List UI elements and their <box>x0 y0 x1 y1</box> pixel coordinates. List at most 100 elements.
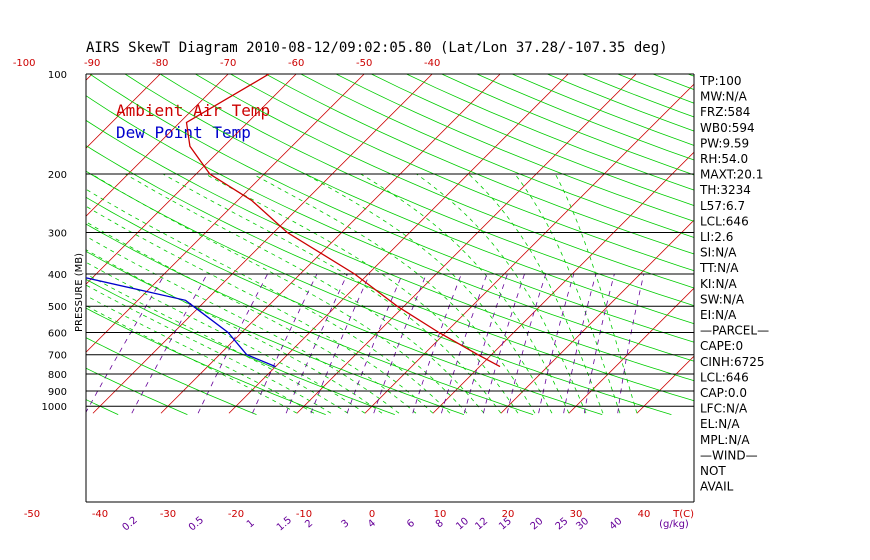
top-temp-tick-label: -80 <box>152 58 168 69</box>
dew-point-temp-line <box>86 277 276 368</box>
isotherm-line <box>86 74 229 217</box>
moist-adiabat-line <box>86 273 349 414</box>
dry-adiabat-line <box>335 74 694 222</box>
index-label: NOT <box>700 464 726 478</box>
isobar-layer <box>85 73 695 503</box>
isotherm-line <box>86 74 93 81</box>
index-label: TT:N/A <box>699 261 739 275</box>
pressure-tick-label: 100 <box>48 70 67 81</box>
pressure-tick-label: 900 <box>48 387 67 398</box>
isotherm-line <box>568 287 694 414</box>
top-temp-tick-label: -50 <box>356 58 372 69</box>
bottom-temp-tick-label: -50 <box>24 509 40 520</box>
mixing-ratio-tick-label: 0.5 <box>187 515 206 534</box>
isotherm-line <box>160 74 501 414</box>
mixing-ratio-line <box>506 273 547 414</box>
mixing-ratio-tick-label: 6 <box>405 518 417 531</box>
index-label: —WIND— <box>700 448 758 462</box>
moist-adiabat-line <box>86 235 400 414</box>
top-temp-tick-label: -60 <box>288 58 304 69</box>
pressure-tick-label: 700 <box>48 351 67 362</box>
pressure-tick-label: 200 <box>48 170 67 181</box>
pressure-tick-label: 500 <box>48 302 67 313</box>
legend: Ambient Air Temp Dew Point Temp <box>116 101 270 142</box>
top-temp-tick-label: -100 <box>13 58 36 69</box>
mixing-ratio-tick-label: 40 <box>608 516 625 533</box>
dry-adiabat-line <box>86 196 603 415</box>
isotherm-line <box>773 74 870 413</box>
dry-adiabat-line <box>265 74 694 255</box>
moist-adiabat-line <box>360 173 570 414</box>
index-label: EI:N/A <box>700 308 737 322</box>
dry-adiabat-line <box>86 399 119 415</box>
mixing-ratio-line <box>584 273 615 414</box>
moist-adiabat-line <box>86 249 383 414</box>
mixing-ratio-line <box>252 273 318 414</box>
index-label: LCL:646 <box>700 370 749 384</box>
index-label: MW:N/A <box>700 90 748 104</box>
top-temp-tick-label: -90 <box>84 58 100 69</box>
isotherm-line <box>92 74 433 414</box>
mixing-ratio-tick-label: 1 <box>245 518 257 531</box>
bottom-temp-tick-label: 10 <box>434 509 447 520</box>
y-axis-label: PRESSURE (MB) <box>74 253 85 332</box>
mixing-ratio-tick-label: 20 <box>529 516 546 533</box>
dry-adiabat-line <box>230 74 694 272</box>
index-label: EL:N/A <box>700 417 740 431</box>
bottom-temp-tick-label: -20 <box>228 509 244 520</box>
moist-adiabat-line <box>554 173 638 414</box>
index-label: MPL:N/A <box>700 433 750 447</box>
mixing-ratio-line <box>563 273 597 414</box>
dry-adiabat-line <box>159 74 694 307</box>
pressure-tick-label: 400 <box>48 270 67 281</box>
bottom-temp-tick-label: -10 <box>296 509 312 520</box>
dry-adiabat-line <box>300 74 694 238</box>
moist-adiabat-line <box>162 173 502 414</box>
index-label: L57:6.7 <box>700 199 745 213</box>
mixing-ratio-tick-label: 25 <box>554 516 571 533</box>
mixing-ratio-line <box>131 273 208 414</box>
index-label: PW:9.59 <box>700 136 749 150</box>
index-label: AVAIL <box>700 480 734 494</box>
bottom-temp-tick-label: 20 <box>502 509 515 520</box>
mixing-ratio-tick-label: 10 <box>454 516 471 533</box>
moist-adiabat-line <box>304 173 553 414</box>
bottom-temp-tick-label: 0 <box>369 509 375 520</box>
moist-adiabat-line <box>252 173 536 414</box>
index-label: FRZ:584 <box>700 105 750 119</box>
isotherm-line <box>228 74 569 414</box>
mixing-ratio-line <box>538 273 575 414</box>
pressure-tick-label: 800 <box>48 370 67 381</box>
dry-adiabat-line <box>86 119 694 382</box>
dry-adiabat-line <box>86 95 694 362</box>
isotherm-line <box>432 151 694 414</box>
dry-adiabat-line <box>86 170 672 415</box>
moist-adiabat-line <box>91 173 468 414</box>
mixing-ratio-tick-label: 1.5 <box>275 515 294 534</box>
isotherm-line <box>86 74 161 149</box>
index-label: RH:54.0 <box>700 152 748 166</box>
index-label: LCL:646 <box>700 214 749 228</box>
index-label: TP:100 <box>699 74 742 88</box>
chart-title: AIRS SkewT Diagram 2010-08-12/09:02:05.8… <box>86 40 668 56</box>
index-label: SI:N/A <box>700 246 737 260</box>
mixing-ratio-line <box>617 273 645 414</box>
mixing-ratio-line <box>310 273 371 414</box>
series-layer <box>86 74 501 368</box>
index-label: CAPE:0 <box>700 339 743 353</box>
index-label: WB0:594 <box>700 121 755 135</box>
moist-adiabat-line <box>86 295 315 414</box>
mixing-ratio-tick-label: 3 <box>340 518 352 531</box>
pressure-tick-label: 1000 <box>42 402 67 413</box>
bottom-temp-tick-label: 40 <box>638 509 651 520</box>
mixing-ratio-tick-label: 4 <box>366 518 378 531</box>
mixing-ratio-tick-label: 2 <box>303 518 315 531</box>
moist-adiabat-line <box>86 305 298 414</box>
mixing-ratio-tick-label: 8 <box>434 518 446 531</box>
moist-adiabat-line <box>86 205 434 414</box>
mixing-ratio-line <box>86 273 166 413</box>
top-temp-tick-label: -40 <box>424 58 440 69</box>
moist-adiabat-line <box>468 173 604 414</box>
